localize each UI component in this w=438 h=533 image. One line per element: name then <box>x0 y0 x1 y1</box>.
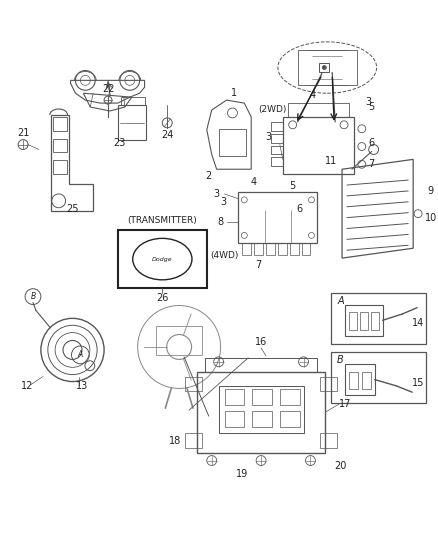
Bar <box>320 377 337 391</box>
Text: 3: 3 <box>366 97 372 107</box>
Bar <box>360 312 368 330</box>
Bar <box>320 433 337 448</box>
Bar <box>242 243 251 255</box>
Text: 15: 15 <box>412 378 424 387</box>
Text: 7: 7 <box>368 159 375 169</box>
Bar <box>319 62 329 72</box>
Bar <box>302 243 311 255</box>
Text: 3: 3 <box>265 132 271 142</box>
Bar <box>118 105 145 140</box>
Text: (4WD): (4WD) <box>211 251 239 260</box>
Text: A: A <box>78 350 83 359</box>
Bar <box>280 390 300 405</box>
Bar <box>53 160 67 174</box>
Text: 5: 5 <box>368 102 375 112</box>
Bar <box>271 157 283 166</box>
Bar <box>225 411 244 427</box>
Text: 8: 8 <box>218 216 224 227</box>
Bar <box>362 372 371 390</box>
Bar <box>219 386 304 433</box>
Text: 26: 26 <box>156 293 169 303</box>
Bar <box>252 390 272 405</box>
Text: 2: 2 <box>205 171 212 181</box>
Bar <box>219 129 246 156</box>
Text: 25: 25 <box>66 204 79 214</box>
Text: 19: 19 <box>236 470 248 479</box>
Text: 16: 16 <box>255 337 267 347</box>
Bar <box>271 122 283 131</box>
Bar <box>266 243 275 255</box>
Bar <box>205 358 318 372</box>
Text: 10: 10 <box>425 213 437 223</box>
Bar <box>156 326 202 356</box>
Bar <box>53 139 67 152</box>
Text: 12: 12 <box>21 382 33 391</box>
Bar <box>238 192 318 243</box>
Bar <box>185 433 202 448</box>
Bar <box>254 243 263 255</box>
Bar <box>283 117 354 174</box>
Text: 18: 18 <box>169 436 181 446</box>
Text: 13: 13 <box>76 382 88 391</box>
Text: 6: 6 <box>297 204 303 214</box>
Text: 24: 24 <box>161 130 173 140</box>
Text: 3: 3 <box>214 189 220 199</box>
Text: 23: 23 <box>113 138 125 148</box>
Text: 14: 14 <box>412 319 424 328</box>
Bar <box>345 304 382 336</box>
Bar <box>331 352 426 403</box>
Text: Dodge: Dodge <box>152 256 173 262</box>
Bar <box>121 97 145 105</box>
Text: (2WD): (2WD) <box>258 104 286 114</box>
Bar <box>271 146 283 155</box>
Text: B: B <box>30 292 35 301</box>
Bar <box>345 364 374 395</box>
Text: (TRANSMITTER): (TRANSMITTER) <box>127 216 197 225</box>
Text: 11: 11 <box>325 156 337 166</box>
Text: 7: 7 <box>255 260 261 270</box>
Bar <box>280 411 300 427</box>
Bar <box>252 411 272 427</box>
Bar <box>278 243 287 255</box>
Text: A: A <box>337 296 344 305</box>
Bar <box>197 372 325 453</box>
Bar <box>371 312 378 330</box>
Text: 6: 6 <box>369 138 375 148</box>
Bar <box>225 390 244 405</box>
Text: 5: 5 <box>290 181 296 191</box>
Text: 22: 22 <box>102 84 114 94</box>
Bar <box>349 372 358 390</box>
Bar <box>53 117 67 131</box>
Text: 21: 21 <box>17 128 29 138</box>
Bar <box>185 377 202 391</box>
Text: 20: 20 <box>334 462 346 472</box>
Text: 3: 3 <box>220 197 226 207</box>
Bar <box>331 293 426 344</box>
Bar <box>349 312 357 330</box>
Text: 4: 4 <box>309 90 315 100</box>
Circle shape <box>322 66 326 69</box>
Bar <box>288 103 349 117</box>
Bar <box>290 243 299 255</box>
Text: 9: 9 <box>428 187 434 197</box>
Text: 4: 4 <box>250 177 256 187</box>
Text: B: B <box>337 355 344 365</box>
Bar <box>271 134 283 142</box>
Text: 17: 17 <box>339 399 351 409</box>
Bar <box>298 50 357 85</box>
Text: 1: 1 <box>231 88 237 98</box>
Bar <box>118 230 207 288</box>
